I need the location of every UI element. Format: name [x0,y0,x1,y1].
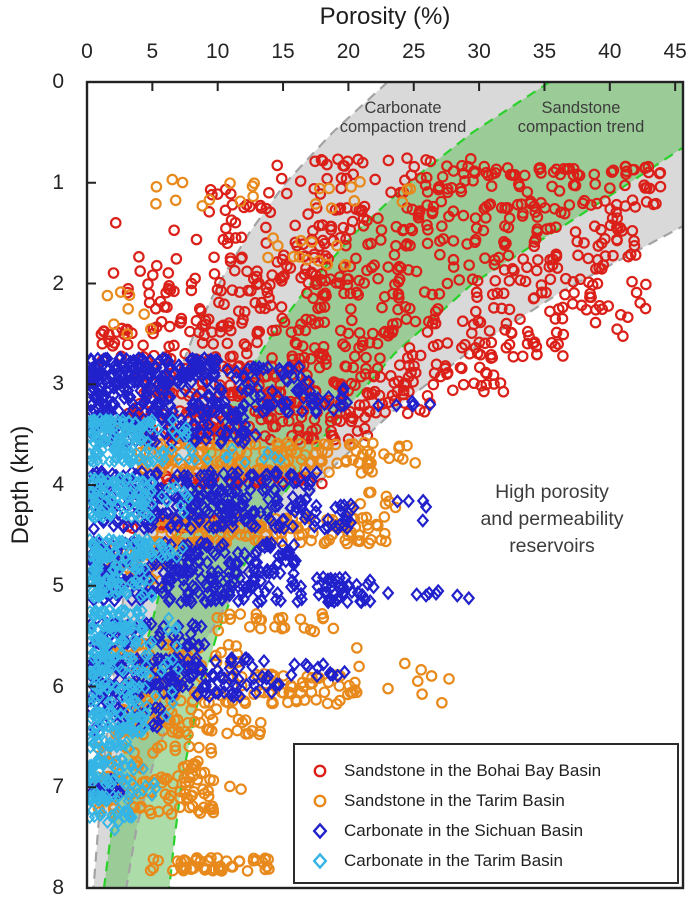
x-tick-label-25: 25 [402,40,426,63]
legend-label: Carbonate in the Tarim Basin [344,851,563,870]
y-tick-label-8: 8 [52,876,64,899]
x-tick-label-15: 15 [271,40,295,63]
legend: Sandstone in the Bohai Bay Basin Sandsto… [293,743,679,884]
y-axis-title: Depth (km) [7,425,34,545]
carbonate-trend-label-line2: compaction trend [339,118,467,136]
x-tick-label-10: 10 [206,40,230,63]
reservoir-annotation-line2: and permeability [480,508,624,530]
sandstone-trend-label-line1: Sandstone [541,99,621,117]
reservoir-annotation: High porosity and permeability reservoir… [421,479,683,560]
x-tick-label-45: 45 [663,40,687,63]
x-tick-label-35: 35 [532,40,557,63]
cyan-diamond-icon [312,852,328,870]
x-axis-title: Porosity (%) [319,3,451,30]
y-tick-label-4: 4 [52,473,64,496]
y-tick-label-2: 2 [52,271,64,295]
carbonate-trend-label-line1: Carbonate [364,99,442,117]
y-tick-label-5: 5 [52,573,64,597]
x-tick-label-0: 0 [81,40,93,63]
legend-item-sichuan-carbonate: Carbonate in the Sichuan Basin [295,816,677,846]
reservoir-annotation-line1: High porosity [495,481,609,503]
red-circle-icon [313,764,327,778]
legend-item-tarim-sandstone: Sandstone in the Tarim Basin [295,786,677,816]
sandstone-trend-label-line2: compaction trend [517,118,645,136]
x-tick-label-5: 5 [146,40,159,63]
reservoir-annotation-line3: reservoirs [509,535,595,557]
orange-circle-icon [313,794,327,808]
legend-label: Sandstone in the Bohai Bay Basin [344,761,602,780]
carbonate-trend-label: Carbonate compaction trend [283,99,523,137]
x-tick-label-30: 30 [467,40,491,63]
legend-item-tarim-carbonate: Carbonate in the Tarim Basin [295,846,677,876]
x-tick-label-40: 40 [598,40,622,63]
y-tick-label-7: 7 [52,775,64,799]
legend-label: Sandstone in the Tarim Basin [344,791,565,810]
y-tick-label-6: 6 [52,674,64,698]
y-tick-label-1: 1 [52,170,64,194]
legend-label: Carbonate in the Sichuan Basin [344,821,584,840]
blue-diamond-icon [312,822,328,840]
sandstone-trend-label: Sandstone compaction trend [461,99,692,137]
y-tick-label-3: 3 [52,372,64,396]
legend-item-bohai-sandstone: Sandstone in the Bohai Bay Basin [295,756,677,786]
y-tick-label-0: 0 [52,70,64,93]
x-tick-label-20: 20 [336,40,361,63]
